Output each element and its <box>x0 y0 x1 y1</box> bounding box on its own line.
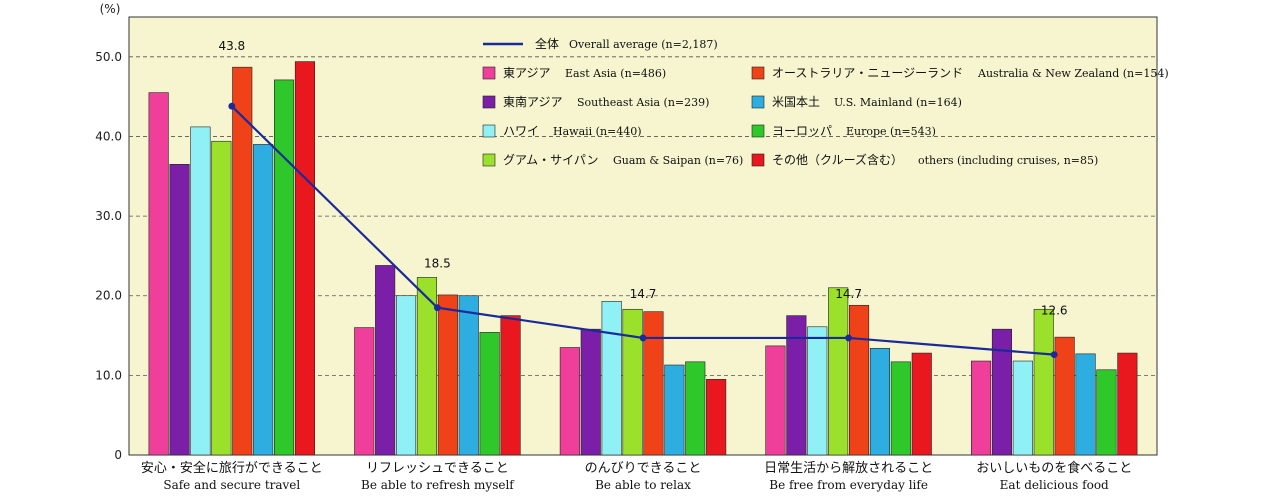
category-label-en: Be able to relax <box>595 478 691 492</box>
legend-label-en: Guam & Saipan (n=76) <box>613 154 743 167</box>
legend-label-en: Hawaii (n=440) <box>553 125 642 138</box>
legend: 全体 Overall average (n=2,187) 東アジア East Asia… <box>482 36 1169 167</box>
bar <box>1096 369 1117 456</box>
legend-label-en: East Asia (n=486) <box>565 67 666 80</box>
y-tick-label: 40.0 <box>95 129 122 143</box>
legend-swatch <box>482 124 496 138</box>
legend-label-jp: ハワイ <box>503 124 539 138</box>
category-label-jp: リフレッシュできること <box>366 461 509 476</box>
bar <box>1012 360 1033 456</box>
overall-average-point <box>639 334 647 342</box>
bar <box>232 66 253 456</box>
legend-swatch <box>482 153 496 167</box>
overall-average-point <box>434 304 441 312</box>
bar <box>807 326 828 456</box>
category-label-jp: 安心・安全に旅行ができること <box>141 460 323 476</box>
bar <box>991 328 1013 456</box>
category-label-en: Eat delicious food <box>1000 478 1109 492</box>
category-label-en: Safe and secure travel <box>163 478 300 492</box>
legend-label-jp: ヨーロッパ <box>772 124 832 138</box>
bar <box>1033 308 1054 456</box>
overall-average-line: 43.8 18.5 14.7 14.7 12.6 <box>218 39 1068 359</box>
category-label-jp: のんびりできること <box>585 461 702 476</box>
bar <box>294 61 316 456</box>
bar <box>395 295 417 456</box>
legend-swatch <box>751 153 765 167</box>
bar <box>765 345 786 456</box>
legend-label-en: others (including cruises, n=85) <box>918 154 1098 167</box>
bar <box>559 347 580 456</box>
category-label-jp: 日常生活から解放されること <box>764 461 933 476</box>
bar <box>890 361 911 456</box>
legend-swatch <box>482 95 496 109</box>
legend-label-jp: 東アジア <box>503 66 551 80</box>
y-tick-label: 50.0 <box>95 50 122 64</box>
bar <box>437 294 458 456</box>
legend-swatch <box>751 95 765 109</box>
overall-average-point <box>1050 351 1058 359</box>
bar <box>354 327 375 456</box>
overall-average-data-label: 12.6 <box>1041 304 1068 318</box>
category-label-en: Be able to refresh myself <box>361 478 515 492</box>
bar <box>786 315 807 456</box>
bar <box>643 311 664 456</box>
legend-label-en: U.S. Mainland (n=164) <box>834 96 962 109</box>
bar <box>580 328 601 456</box>
category-label-jp: おいしいものを食べること <box>976 460 1132 476</box>
bar <box>664 364 685 456</box>
y-tick-label: 20.0 <box>95 289 122 303</box>
bar <box>375 265 396 456</box>
legend-label-en: Overall average (n=2,187) <box>569 38 718 51</box>
bar <box>1075 353 1096 456</box>
y-tick-label: 30.0 <box>95 209 122 223</box>
overall-average-point <box>845 334 852 342</box>
legend-label-en: Southeast Asia (n=239) <box>577 96 709 109</box>
y-tick-label: 10.0 <box>95 368 122 382</box>
overall-average-point <box>228 102 236 110</box>
bar <box>848 304 870 456</box>
bar <box>169 164 190 456</box>
bar <box>458 295 479 456</box>
legend-label-en: Europe (n=543) <box>846 125 936 138</box>
legend-label-jp: その他（クルーズ含む） <box>772 152 903 167</box>
bar <box>1117 352 1138 456</box>
overall-average-data-label: 14.7 <box>630 287 657 301</box>
category-label-en: Be free from everyday life <box>769 478 928 492</box>
y-unit-label: (%) <box>100 2 121 16</box>
overall-average-data-label: 43.8 <box>218 39 245 53</box>
y-axis: (%) 0 10.0 20.0 30.0 40.0 50.0 <box>95 2 122 462</box>
legend-label-jp: オーストラリア・ニュージーランド <box>772 66 963 80</box>
legend-label-jp: 東南アジア <box>503 94 563 109</box>
bar <box>500 315 521 456</box>
bar <box>970 360 992 456</box>
bar <box>273 79 295 456</box>
bar <box>869 347 891 456</box>
overall-average-data-label: 14.7 <box>835 287 862 301</box>
legend-label-en: Australia & New Zealand (n=154) <box>977 67 1169 80</box>
legend-label-jp: 全体 <box>535 36 559 51</box>
bar <box>416 277 438 456</box>
bar <box>1054 336 1075 456</box>
bar <box>706 379 727 456</box>
legend-swatch <box>751 124 765 138</box>
bar <box>601 301 622 456</box>
bar <box>253 144 274 456</box>
bar <box>479 332 500 456</box>
bar <box>190 126 211 456</box>
y-tick-label: 0 <box>114 448 122 462</box>
x-axis-labels: 安心・安全に旅行ができること Safe and secure travel リフレッ… <box>141 460 1132 492</box>
bar <box>622 308 643 456</box>
overall-average-data-label: 18.5 <box>424 257 451 271</box>
bars <box>148 61 1138 456</box>
legend-swatch <box>751 66 765 80</box>
legend-label-jp: 米国本土 <box>772 95 820 109</box>
bar <box>685 361 706 456</box>
legend-swatch <box>482 66 496 80</box>
legend-label-jp: グアム・サイパン <box>503 153 599 167</box>
bar <box>911 352 932 456</box>
bar <box>828 287 849 456</box>
bar <box>148 92 169 456</box>
bar <box>211 140 232 456</box>
